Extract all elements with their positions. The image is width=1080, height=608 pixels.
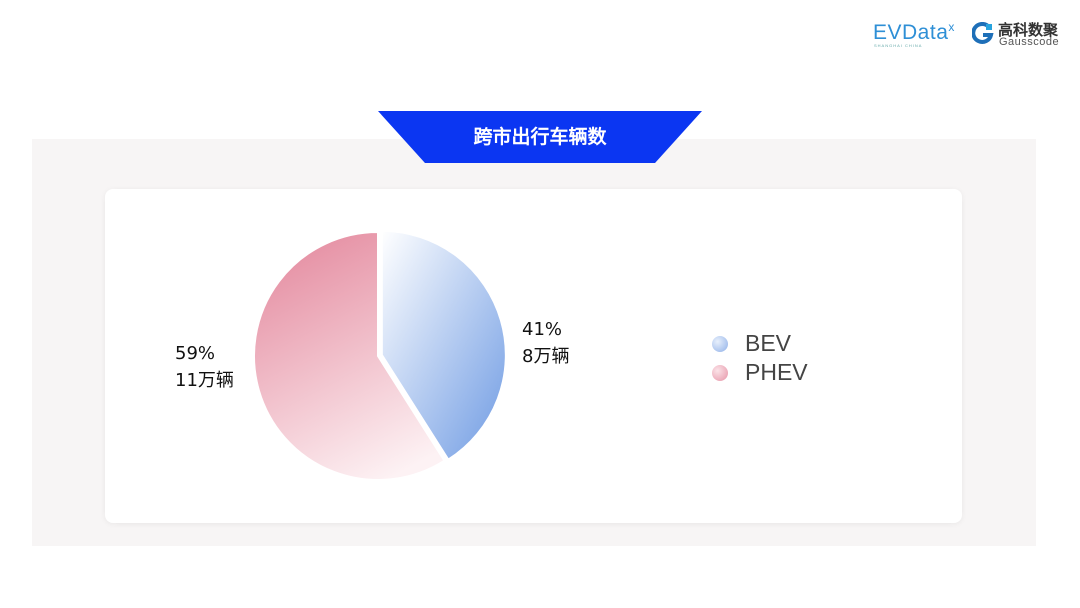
evdata-logo-sub: SHANGHAI CHINA: [874, 43, 923, 48]
gausscode-logo-icon: [972, 22, 994, 44]
gausscode-logo-cn: 高科数聚: [998, 21, 1059, 39]
pie-slice-phev[interactable]: [253, 230, 446, 481]
legend-swatch-bev: [712, 335, 728, 352]
data-label-bev: 41% 8万辆: [522, 319, 570, 367]
data-label-phev: 59% 11万辆: [175, 343, 234, 391]
title-banner: [378, 111, 702, 163]
legend-label-bev: BEV: [745, 330, 792, 356]
chart-card: [105, 189, 962, 523]
chart-title: 跨市出行车辆数: [473, 126, 607, 148]
legend-item-phev[interactable]: PHEV: [712, 358, 808, 387]
gausscode-logo-en: Gausscode: [999, 36, 1060, 48]
legend-swatch-phev: [712, 364, 728, 381]
legend-item-bev[interactable]: BEV: [712, 329, 808, 358]
legend: BEV PHEV: [712, 329, 808, 387]
evdata-logo: EVDatax: [873, 20, 955, 44]
legend-label-phev: PHEV: [745, 359, 808, 385]
pie-slice-bev[interactable]: [380, 229, 507, 461]
